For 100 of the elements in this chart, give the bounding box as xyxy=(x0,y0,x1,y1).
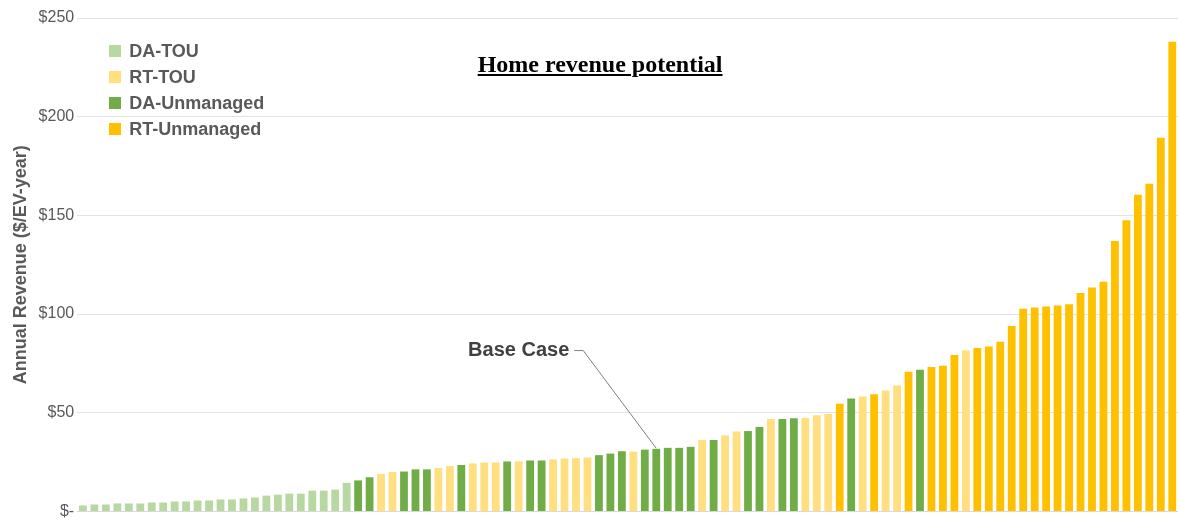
bar xyxy=(411,469,420,511)
y-tick-label: $50 xyxy=(47,403,75,421)
bar xyxy=(893,385,901,511)
bar xyxy=(617,451,626,511)
bar xyxy=(1019,308,1028,511)
bar xyxy=(1007,325,1016,511)
bar xyxy=(251,497,259,511)
y-tick-label: $150 xyxy=(38,205,75,223)
y-tick-label: $200 xyxy=(38,107,75,125)
bar xyxy=(961,350,970,511)
bar xyxy=(228,499,236,511)
bar xyxy=(90,504,99,511)
bar xyxy=(1133,194,1142,511)
bar xyxy=(973,347,982,511)
bar xyxy=(606,453,615,511)
y-axis-title: Annual Revenue ($/EV-year) xyxy=(9,145,30,385)
bar xyxy=(1099,281,1108,511)
bar xyxy=(423,469,431,511)
bar xyxy=(1042,306,1051,511)
bar xyxy=(388,471,397,511)
bar xyxy=(801,418,810,511)
legend-label: RT-Unmanaged xyxy=(129,118,262,140)
bar xyxy=(709,439,718,511)
legend-label: DA-TOU xyxy=(129,40,199,62)
bar xyxy=(927,366,936,511)
bar xyxy=(503,461,512,511)
bar xyxy=(331,489,340,511)
bar xyxy=(847,398,856,511)
bar xyxy=(916,369,924,511)
bar xyxy=(285,493,294,511)
bar xyxy=(1053,305,1062,511)
bar xyxy=(675,447,684,511)
bar xyxy=(881,390,890,511)
bar xyxy=(170,501,179,511)
bar xyxy=(1030,307,1039,511)
bar xyxy=(870,394,879,511)
bar xyxy=(124,503,133,511)
bar xyxy=(939,365,947,511)
bar xyxy=(984,346,993,511)
bar xyxy=(205,500,213,511)
bar xyxy=(136,503,145,511)
bar xyxy=(537,460,546,511)
bar xyxy=(262,495,271,511)
bar xyxy=(377,473,385,511)
bar xyxy=(514,461,523,511)
bar xyxy=(996,341,1005,511)
bar xyxy=(354,480,363,511)
bar xyxy=(480,462,489,511)
bar xyxy=(182,501,191,511)
bar xyxy=(147,502,156,511)
bar xyxy=(457,465,466,511)
bar xyxy=(904,371,913,511)
y-tick-label: $250 xyxy=(38,8,75,26)
bar xyxy=(663,447,672,511)
legend-label: RT-TOU xyxy=(129,66,196,88)
bar xyxy=(400,471,408,511)
bar xyxy=(491,462,500,511)
bar xyxy=(273,494,282,511)
bar xyxy=(1156,137,1165,511)
bar xyxy=(858,396,867,511)
bar xyxy=(468,463,477,511)
bar xyxy=(1088,287,1096,511)
text: Home revenue potential xyxy=(477,51,723,78)
bar xyxy=(698,439,707,511)
bar xyxy=(526,460,535,511)
bar xyxy=(1076,292,1085,511)
bar xyxy=(308,490,317,511)
bar xyxy=(824,414,833,511)
bar xyxy=(686,446,695,511)
bar xyxy=(640,449,649,511)
legend-label: DA-Unmanaged xyxy=(129,92,265,114)
bar xyxy=(652,448,661,511)
bar xyxy=(434,467,443,511)
bar xyxy=(755,426,764,511)
y-tick-label: $- xyxy=(59,501,75,519)
bar xyxy=(812,415,821,511)
bar xyxy=(1111,241,1119,511)
bar xyxy=(572,458,580,511)
bar xyxy=(319,490,328,511)
bar xyxy=(342,482,351,511)
bar xyxy=(732,431,741,511)
bar xyxy=(113,503,122,511)
bar xyxy=(159,502,168,511)
bar xyxy=(296,493,305,511)
bar xyxy=(365,477,374,511)
bar xyxy=(1145,183,1154,511)
bar xyxy=(629,451,638,511)
bar xyxy=(1065,304,1073,511)
bar xyxy=(1168,41,1177,511)
bar xyxy=(595,455,603,511)
bar xyxy=(445,466,454,511)
bar xyxy=(789,418,798,511)
bar xyxy=(835,403,844,511)
annotation: Base Case xyxy=(468,338,570,361)
bar xyxy=(744,431,752,511)
bar xyxy=(778,419,787,511)
bar xyxy=(1122,220,1131,511)
bar xyxy=(549,459,557,511)
bar xyxy=(950,355,959,511)
bar xyxy=(767,419,775,511)
